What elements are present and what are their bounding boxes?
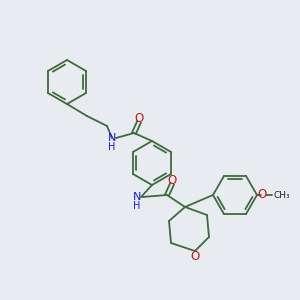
Text: O: O [134, 112, 144, 124]
Text: N: N [133, 192, 141, 202]
Text: CH₃: CH₃ [274, 190, 291, 200]
Text: O: O [167, 173, 177, 187]
Text: O: O [257, 188, 267, 202]
Text: O: O [190, 250, 200, 262]
Text: N: N [108, 133, 116, 143]
Text: H: H [133, 201, 141, 211]
Text: H: H [108, 142, 116, 152]
